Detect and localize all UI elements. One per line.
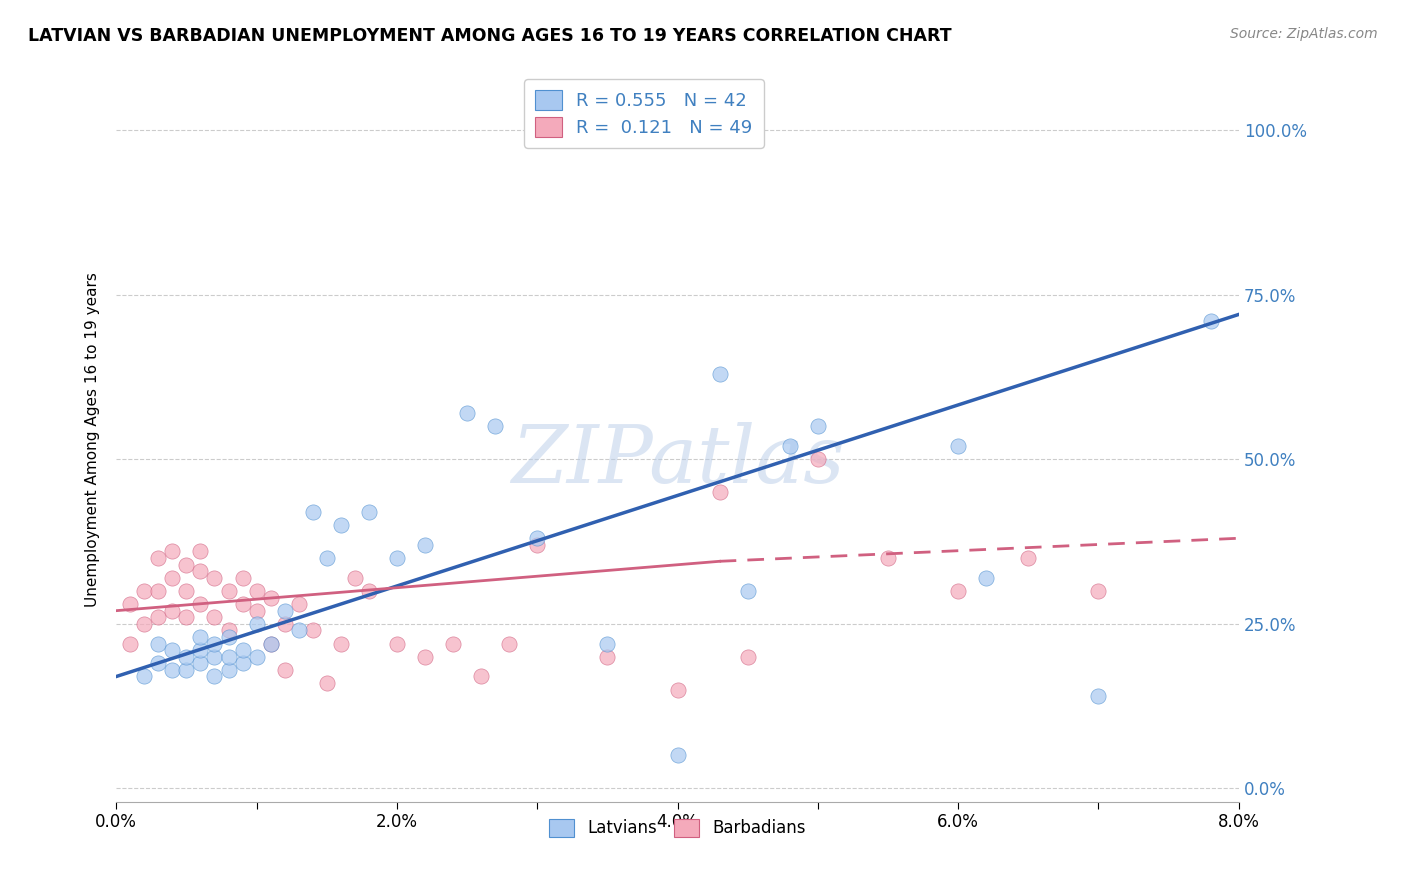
Point [134,583,156,598]
Text: LATVIAN VS BARBADIAN UNEMPLOYMENT AMONG AGES 16 TO 19 YEARS CORRELATION CHART: LATVIAN VS BARBADIAN UNEMPLOYMENT AMONG … [28,27,952,45]
Point [218,630,240,644]
Point [385,551,408,566]
Point [357,505,380,519]
Point [162,643,184,657]
Point [484,419,506,434]
Point [190,657,212,671]
Point [779,439,801,453]
Point [259,637,281,651]
Point [946,583,969,598]
Point [148,551,170,566]
Point [526,538,548,552]
Point [385,637,408,651]
Point [245,616,267,631]
Point [245,583,267,598]
Y-axis label: Unemployment Among Ages 16 to 19 years: Unemployment Among Ages 16 to 19 years [86,272,100,607]
Point [176,558,198,572]
Point [190,630,212,644]
Point [259,637,281,651]
Point [709,485,731,500]
Point [162,544,184,558]
Legend: Latvians, Barbadians: Latvians, Barbadians [543,812,813,844]
Point [315,551,337,566]
Point [287,597,309,611]
Point [190,544,212,558]
Point [245,649,267,664]
Point [120,637,142,651]
Point [413,538,436,552]
Point [259,591,281,605]
Point [1087,583,1109,598]
Point [807,419,830,434]
Point [134,616,156,631]
Point [273,604,295,618]
Point [162,604,184,618]
Point [232,643,254,657]
Point [666,748,689,763]
Point [498,637,520,651]
Point [301,505,323,519]
Point [357,583,380,598]
Point [1017,551,1039,566]
Point [162,663,184,677]
Point [190,597,212,611]
Point [329,518,352,533]
Point [190,643,212,657]
Point [470,669,492,683]
Point [134,669,156,683]
Text: ZIPatlas: ZIPatlas [510,423,844,500]
Point [218,624,240,638]
Point [162,571,184,585]
Point [737,649,759,664]
Point [148,583,170,598]
Point [204,649,226,664]
Point [877,551,900,566]
Point [190,564,212,578]
Point [1199,314,1222,328]
Point [301,624,323,638]
Point [343,571,366,585]
Point [315,676,337,690]
Point [287,624,309,638]
Point [176,583,198,598]
Point [273,616,295,631]
Point [218,583,240,598]
Point [666,682,689,697]
Point [176,649,198,664]
Point [526,531,548,545]
Point [273,663,295,677]
Point [120,597,142,611]
Point [204,571,226,585]
Text: Source: ZipAtlas.com: Source: ZipAtlas.com [1230,27,1378,41]
Point [709,367,731,381]
Point [148,637,170,651]
Point [329,637,352,651]
Point [176,663,198,677]
Point [456,406,478,420]
Point [232,571,254,585]
Point [737,583,759,598]
Point [232,597,254,611]
Point [441,637,464,651]
Point [413,649,436,664]
Point [204,610,226,624]
Point [974,571,997,585]
Point [204,637,226,651]
Point [218,649,240,664]
Point [807,452,830,467]
Point [204,669,226,683]
Point [148,610,170,624]
Point [176,610,198,624]
Point [946,439,969,453]
Point [596,637,619,651]
Point [232,657,254,671]
Point [245,604,267,618]
Point [148,657,170,671]
Point [1087,690,1109,704]
Point [596,649,619,664]
Point [218,663,240,677]
